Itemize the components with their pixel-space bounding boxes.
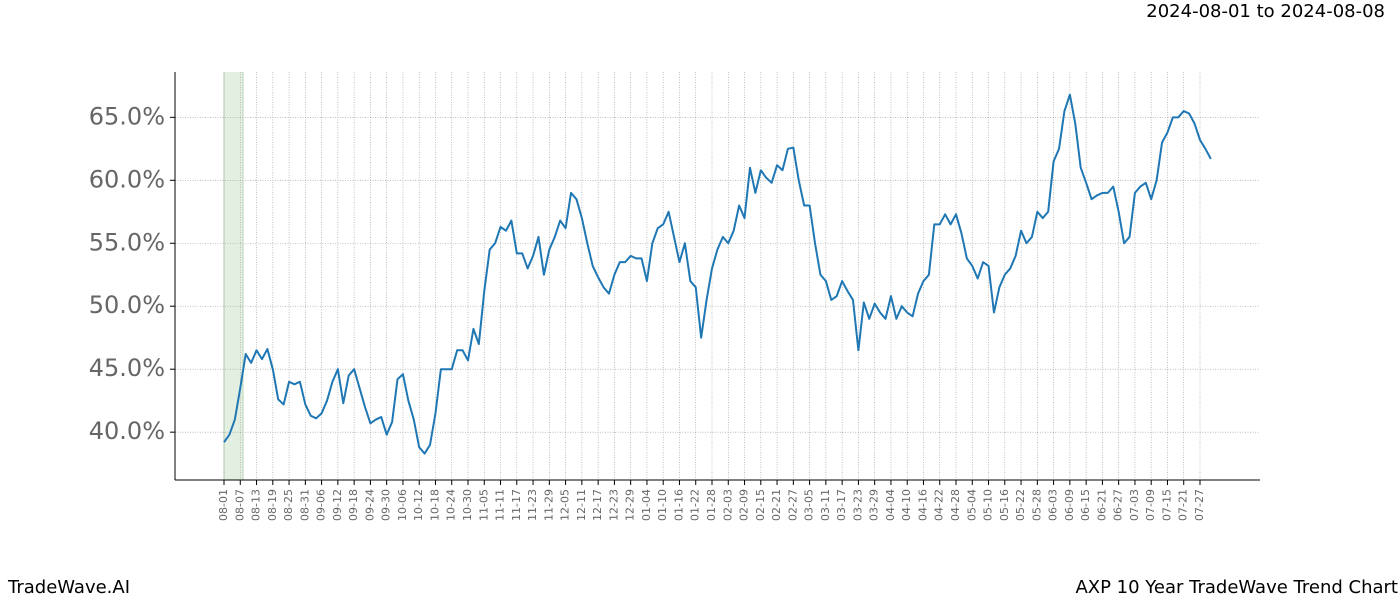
x-tick-label: 02-21: [770, 489, 783, 521]
x-tick-label: 05-04: [965, 489, 978, 521]
x-tick-label: 12-11: [575, 489, 588, 521]
x-tick-label: 07-03: [1128, 489, 1141, 521]
x-tick-label: 04-28: [949, 489, 962, 521]
x-tick-label: 09-18: [347, 489, 360, 521]
x-tick-label: 01-22: [689, 489, 702, 521]
y-tick-label: 65.0%: [89, 102, 165, 130]
x-tick-label: 04-10: [900, 489, 913, 521]
x-tick-label: 04-16: [916, 489, 929, 521]
x-tick-label: 11-23: [526, 489, 539, 521]
x-tick-label: 08-25: [282, 489, 295, 521]
y-tick-label: 55.0%: [89, 228, 165, 256]
date-range: 2024-08-01 to 2024-08-08: [1146, 1, 1385, 22]
x-tick-label: 01-04: [640, 489, 653, 521]
x-tick-label: 05-10: [982, 489, 995, 521]
x-tick-label: 10-24: [445, 489, 458, 521]
x-tick-label: 03-11: [819, 489, 832, 521]
x-tick-label: 03-23: [851, 489, 864, 521]
x-tick-label: 01-16: [672, 489, 685, 521]
x-tick-label: 06-03: [1047, 489, 1060, 521]
x-tick-label: 01-28: [705, 489, 718, 521]
x-tick-label: 02-03: [721, 489, 734, 521]
chart-caption: AXP 10 Year TradeWave Trend Chart: [1075, 577, 1398, 598]
x-tick-label: 11-11: [494, 489, 507, 521]
x-tick-label: 08-01: [217, 489, 230, 521]
x-tick-label: 07-21: [1177, 489, 1190, 521]
x-tick-label: 08-19: [266, 489, 279, 521]
x-tick-label: 10-06: [396, 489, 409, 521]
x-tick-label: 12-23: [607, 489, 620, 521]
x-tick-label: 05-16: [998, 489, 1011, 521]
x-tick-label: 04-04: [884, 489, 897, 521]
x-tick-label: 09-24: [363, 489, 376, 521]
x-tick-label: 08-07: [233, 489, 246, 521]
x-tick-label: 08-13: [250, 489, 263, 521]
x-tick-label: 09-12: [331, 489, 344, 521]
x-tick-label: 10-12: [412, 489, 425, 521]
x-tick-label: 07-15: [1160, 489, 1173, 521]
x-tick-label: 11-05: [477, 489, 490, 521]
highlight-window: [224, 72, 243, 480]
x-tick-label: 11-29: [542, 489, 555, 521]
x-tick-label: 11-17: [510, 489, 523, 521]
x-tick-label: 06-15: [1079, 489, 1092, 521]
x-tick-label: 09-06: [315, 489, 328, 521]
trend-line: [223, 93, 1212, 455]
y-tick-label: 40.0%: [89, 417, 165, 445]
brand: TradeWave.AI: [7, 577, 130, 598]
x-tick-label: 03-17: [835, 489, 848, 521]
x-tick-label: 06-27: [1112, 489, 1125, 521]
y-tick-label: 50.0%: [89, 291, 165, 319]
y-tick-label: 45.0%: [89, 354, 165, 382]
x-tick-label: 02-09: [738, 489, 751, 521]
x-tick-label: 06-21: [1095, 489, 1108, 521]
x-tick-label: 05-28: [1030, 489, 1043, 521]
x-tick-label: 10-30: [461, 489, 474, 521]
x-tick-label: 06-09: [1063, 489, 1076, 521]
x-tick-label: 05-22: [1014, 489, 1027, 521]
grid: [175, 72, 1260, 480]
x-tick-label: 03-05: [803, 489, 816, 521]
x-tick-label: 10-18: [428, 489, 441, 521]
x-tick-label: 03-29: [868, 489, 881, 521]
x-tick-label: 02-15: [754, 489, 767, 521]
x-tick-label: 12-17: [591, 489, 604, 521]
x-tick-label: 08-31: [298, 489, 311, 521]
x-tick-label: 07-09: [1144, 489, 1157, 521]
x-tick-label: 07-27: [1193, 489, 1206, 521]
x-tick-label: 02-27: [786, 489, 799, 521]
x-tick-label: 01-10: [656, 489, 669, 521]
x-tick-label: 09-30: [380, 489, 393, 521]
x-tick-label: 04-22: [933, 489, 946, 521]
y-tick-label: 60.0%: [89, 165, 165, 193]
x-tick-label: 12-29: [624, 489, 637, 521]
x-tick-label: 12-05: [559, 489, 572, 521]
